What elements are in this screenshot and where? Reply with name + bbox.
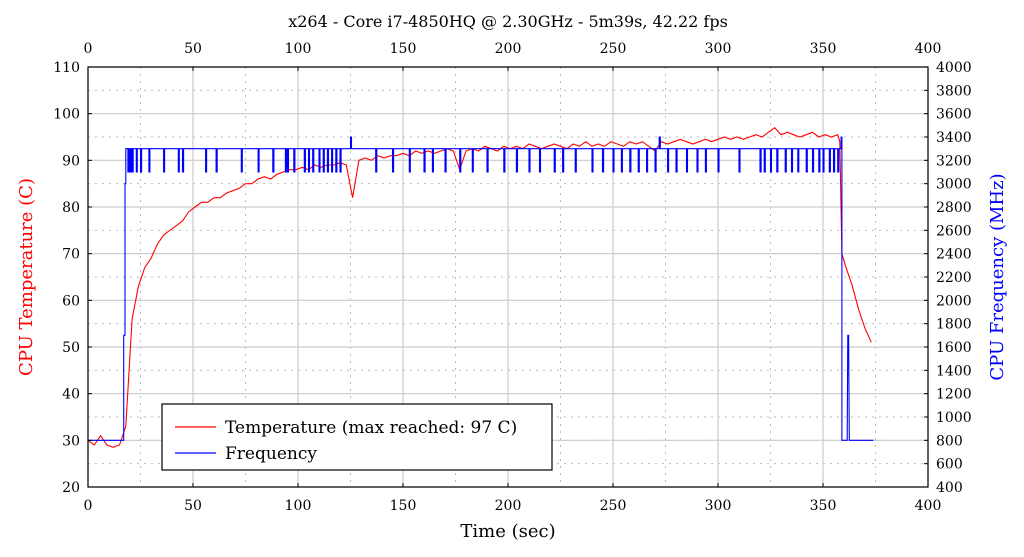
x-tick-label-top: 200 [495, 41, 522, 57]
y-right-tick-label: 3400 [936, 130, 972, 146]
ticks: 0 0 50 50 100 100 150 150 200 200 250 250 300 300 350 3… [53, 41, 971, 514]
y-right-tick-label: 3800 [936, 83, 972, 99]
legend-temperature-label: Temperature (max reached: 97 C) [225, 418, 517, 438]
series-group [87, 126, 874, 448]
x-tick-label-top: 100 [285, 41, 312, 57]
y-right-tick-label: 2600 [936, 223, 972, 239]
y-right-tick-label: 400 [936, 480, 963, 496]
x-tick-label-bottom: 250 [600, 498, 627, 514]
chart-title: x264 - Core i7-4850HQ @ 2.30GHz - 5m39s,… [288, 12, 728, 31]
y-left-tick-label: 40 [62, 387, 80, 403]
x-tick-label-bottom: 300 [705, 498, 732, 514]
y-axis-label-right: CPU Frequency (MHz) [987, 173, 1008, 380]
y-left-tick-label: 90 [62, 153, 80, 169]
y-left-tick-label: 30 [62, 433, 80, 449]
y-right-tick-label: 600 [936, 457, 963, 473]
legend-box [161, 403, 553, 471]
y-right-tick-label: 1600 [936, 340, 972, 356]
y-right-tick-label: 3000 [936, 177, 972, 193]
y-right-tick-label: 3200 [936, 153, 972, 169]
x-tick-label-bottom: 400 [915, 498, 942, 514]
y-axis-label-left: CPU Temperature (C) [16, 178, 37, 376]
y-left-tick-label: 50 [62, 340, 80, 356]
y-right-tick-label: 2000 [936, 293, 972, 309]
y-right-tick-label: 4000 [936, 60, 972, 76]
y-right-tick-label: 1400 [936, 363, 972, 379]
y-right-tick-label: 2200 [936, 270, 972, 286]
temperature-line [87, 126, 872, 448]
x-axis-label: Time (sec) [460, 521, 555, 542]
x-tick-label-top: 350 [810, 41, 837, 57]
grid [87, 66, 929, 488]
x-tick-label-bottom: 0 [84, 498, 93, 514]
y-left-tick-label: 80 [62, 200, 80, 216]
y-right-tick-label: 1200 [936, 387, 972, 403]
x-tick-label-bottom: 100 [285, 498, 312, 514]
y-right-tick-label: 2400 [936, 247, 972, 263]
x-tick-label-bottom: 350 [810, 498, 837, 514]
frequency-line [88, 136, 874, 441]
x-tick-label-top: 150 [390, 41, 417, 57]
y-left-tick-label: 20 [62, 480, 80, 496]
y-right-tick-label: 1800 [936, 317, 972, 333]
x-tick-label-bottom: 150 [390, 498, 417, 514]
x-tick-label-top: 300 [705, 41, 732, 57]
x-tick-label-bottom: 200 [495, 498, 522, 514]
y-left-tick-label: 110 [53, 60, 80, 76]
y-right-tick-label: 1000 [936, 410, 972, 426]
x-tick-label-top: 250 [600, 41, 627, 57]
x-tick-label-top: 0 [84, 41, 93, 57]
y-right-tick-label: 800 [936, 433, 963, 449]
legend-frequency-label: Frequency [225, 444, 317, 464]
y-left-tick-label: 60 [62, 293, 80, 309]
x-tick-label-top: 50 [184, 41, 202, 57]
y-right-tick-label: 3600 [936, 107, 972, 123]
legend: Temperature (max reached: 97 C) Frequenc… [161, 403, 553, 471]
y-right-tick-label: 2800 [936, 200, 972, 216]
x-tick-label-top: 400 [915, 41, 942, 57]
y-left-tick-label: 100 [53, 107, 80, 123]
x-tick-label-bottom: 50 [184, 498, 202, 514]
y-left-tick-label: 70 [62, 247, 80, 263]
